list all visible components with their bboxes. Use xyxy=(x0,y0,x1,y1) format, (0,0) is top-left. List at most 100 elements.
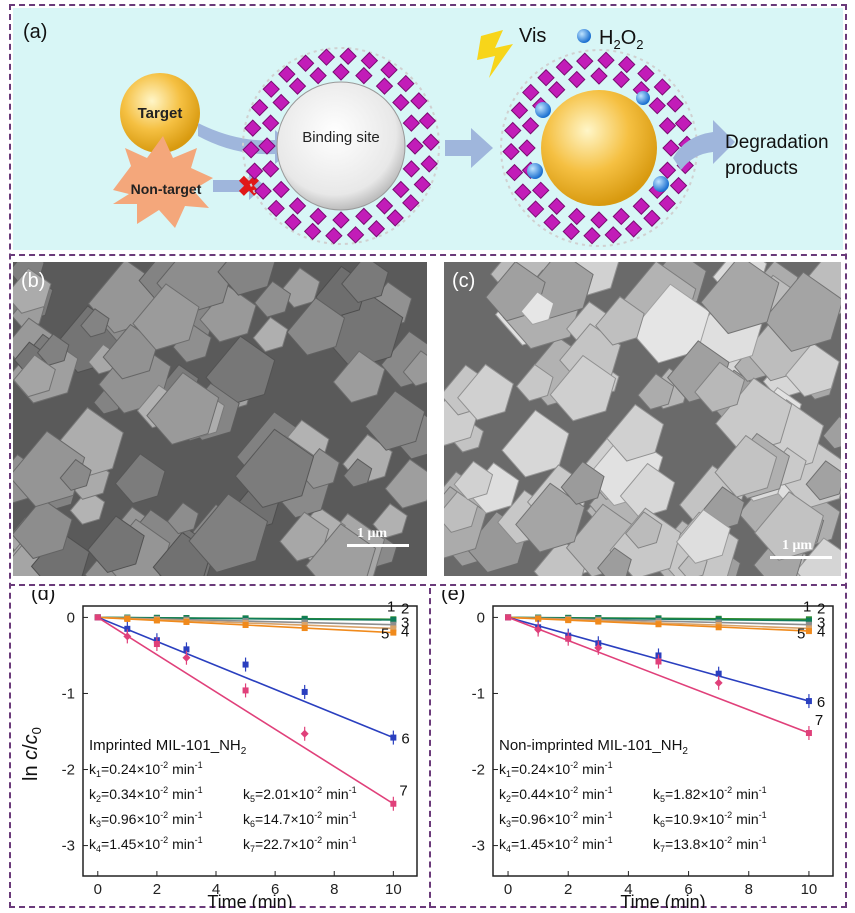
sem-crystal xyxy=(453,460,494,501)
rate-constant-label: k7=22.7×10-2 min-1 xyxy=(243,835,357,854)
sem-crystal xyxy=(625,511,663,549)
mof-octahedron xyxy=(669,176,688,195)
mof-octahedron xyxy=(288,77,307,95)
sem-crystal xyxy=(549,354,617,422)
series-number-label: 1 xyxy=(387,598,395,615)
data-point xyxy=(301,625,308,632)
mof-octahedron xyxy=(309,66,327,85)
mof-octahedron xyxy=(288,197,307,215)
mof-octahedron xyxy=(612,207,630,226)
mof-octahedron xyxy=(632,197,651,215)
x-tick-label: 0 xyxy=(504,881,512,898)
mof-octahedron xyxy=(267,199,285,218)
data-point xyxy=(390,734,397,741)
series-number-label: 6 xyxy=(817,694,825,711)
mof-octahedron xyxy=(413,175,432,194)
target-sphere xyxy=(120,73,200,153)
sem-crystal xyxy=(199,285,257,343)
series-number-label: 4 xyxy=(817,624,825,641)
mof-octahedron xyxy=(662,139,680,157)
series-number-label: 5 xyxy=(381,626,389,643)
data-point xyxy=(505,614,512,621)
data-point xyxy=(183,646,190,653)
process-arrow xyxy=(445,128,493,168)
mof-octahedron xyxy=(618,55,636,74)
mof-octahedron xyxy=(317,48,336,66)
y-tick-label: -1 xyxy=(472,685,485,702)
sem-c-texture xyxy=(444,262,841,576)
panel-label: (d) xyxy=(31,590,55,605)
series-number-label: 2 xyxy=(401,600,409,617)
data-point xyxy=(123,632,132,641)
h2o2-legend-dot xyxy=(577,29,591,43)
mof-octahedron xyxy=(360,51,379,70)
separator-d-e xyxy=(429,588,431,908)
x-tick-label: 6 xyxy=(271,881,279,898)
x-tick-label: 2 xyxy=(564,881,572,898)
series-number-label: 2 xyxy=(817,600,825,617)
panel-label: (e) xyxy=(441,590,465,605)
data-point xyxy=(242,687,249,694)
x-axis-label: Time (min) xyxy=(620,892,705,908)
y-tick-label: -3 xyxy=(472,838,485,855)
series-line xyxy=(97,616,394,805)
mof-octahedron xyxy=(590,67,608,85)
mof-octahedron xyxy=(604,226,622,244)
rate-constant-label: k3=0.96×10-2 min-1 xyxy=(89,810,203,829)
target-label: Target xyxy=(138,105,183,122)
panel-b-label: (b) xyxy=(21,270,46,292)
data-point xyxy=(805,621,812,628)
mof-octahedron xyxy=(532,181,550,200)
series-number-label: 3 xyxy=(817,614,825,631)
mof-octahedron xyxy=(410,92,428,110)
schematic-svg: (a) Target Non-target ✖ Binding site Vis… xyxy=(23,21,829,247)
mof-octahedron xyxy=(258,137,276,155)
rate-constant-label: k1=0.24×10-2 min-1 xyxy=(499,760,613,779)
rate-constant-label: k2=0.44×10-2 min-1 xyxy=(499,785,613,804)
sem-crystal xyxy=(597,547,632,576)
mof-octahedron xyxy=(648,96,666,115)
data-point xyxy=(535,615,542,622)
mof-octahedron xyxy=(583,227,601,245)
sem-crystal xyxy=(13,354,56,398)
y-tick-label: 0 xyxy=(67,609,75,626)
separator-bc-de xyxy=(9,584,847,586)
mof-octahedron xyxy=(514,183,532,201)
sem-crystal xyxy=(805,460,841,501)
x-tick-label: 10 xyxy=(801,881,818,898)
mof-octahedron xyxy=(244,119,262,137)
mof-octahedron xyxy=(521,117,540,135)
mof-octahedron xyxy=(658,194,676,213)
series-line xyxy=(507,616,810,734)
y-tick-label: -1 xyxy=(62,685,75,702)
mof-octahedron xyxy=(386,209,404,227)
degradation-arrow xyxy=(673,120,735,170)
series-number-label: 7 xyxy=(815,712,823,729)
mof-octahedron xyxy=(562,222,580,241)
data-point xyxy=(594,643,603,652)
sem-crystal xyxy=(694,361,746,413)
sem-crystal xyxy=(332,350,386,404)
sem-crystal xyxy=(114,453,166,505)
mof-octahedron xyxy=(367,220,386,238)
x-tick-label: 0 xyxy=(94,881,102,898)
mof-octahedron xyxy=(406,137,424,155)
mof-octahedron xyxy=(643,209,661,227)
chart-annotation-title: Non-imprinted MIL-101_NH2 xyxy=(499,737,688,757)
mof-octahedron xyxy=(576,52,594,70)
data-point xyxy=(124,625,131,632)
sem-crystal xyxy=(520,291,555,326)
mof-octahedron xyxy=(242,141,260,159)
sem-crystal xyxy=(217,262,276,296)
series-line xyxy=(97,616,394,739)
mof-octahedron xyxy=(612,70,630,89)
products-line1: Degradation xyxy=(725,132,829,153)
sem-crystal xyxy=(501,409,570,478)
sem-crystal xyxy=(457,363,514,421)
rate-constant-label: k7=13.8×10-2 min-1 xyxy=(653,835,767,854)
sem-crystal xyxy=(205,335,276,406)
rate-constant-label: k2=0.34×10-2 min-1 xyxy=(89,785,203,804)
mof-octahedron xyxy=(303,222,322,241)
target-arrow xyxy=(198,123,295,164)
data-point xyxy=(300,729,309,738)
